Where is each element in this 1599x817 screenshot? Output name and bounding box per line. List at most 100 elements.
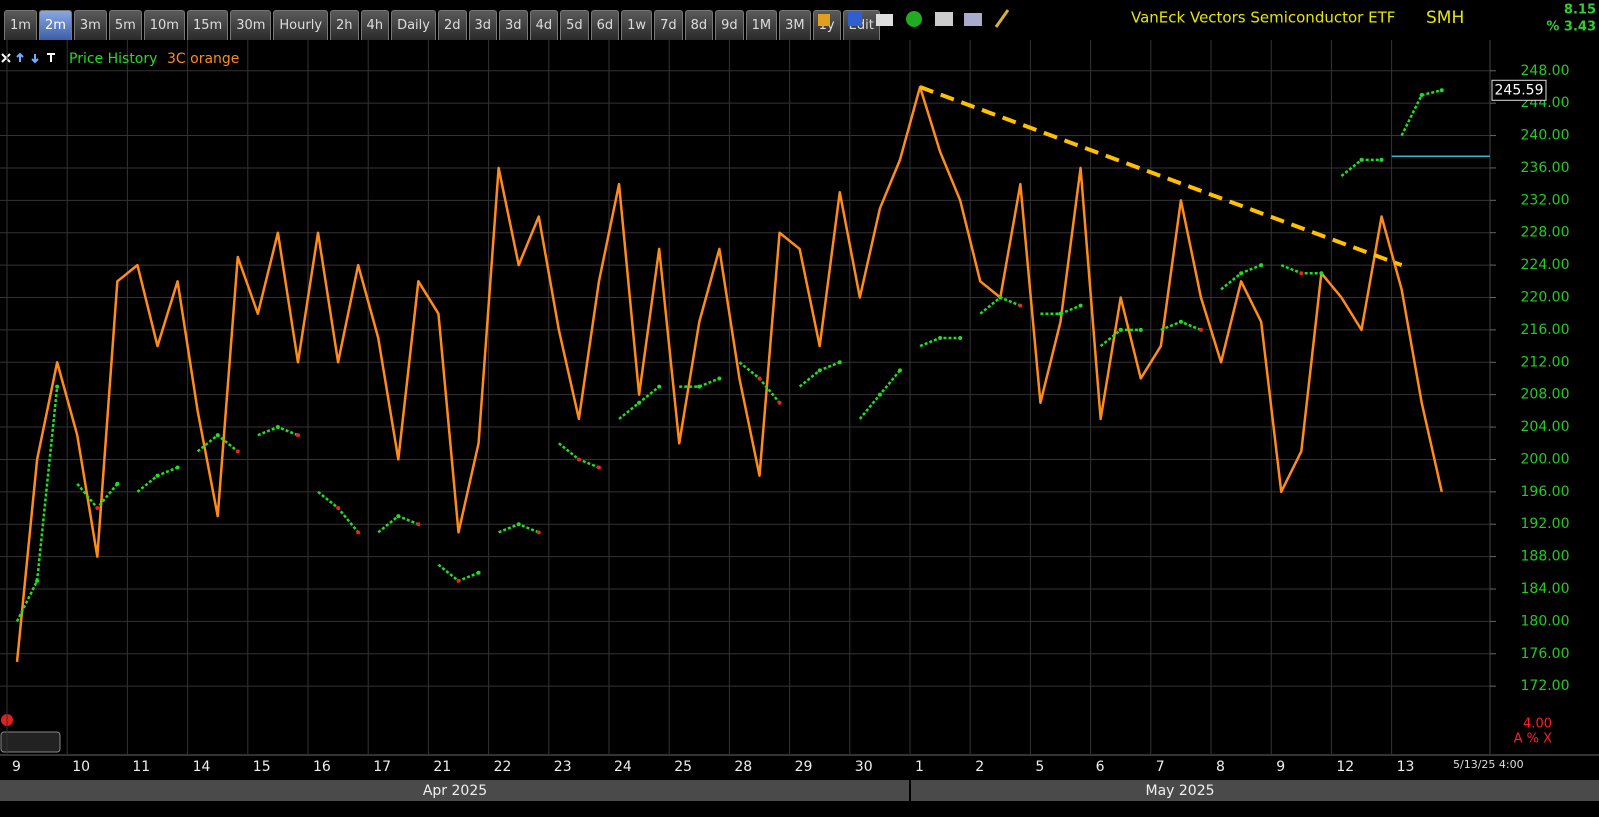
- timeframe-button[interactable]: Hourly: [273, 10, 329, 40]
- price-tick: [155, 473, 160, 478]
- timeframe-button[interactable]: 1w: [621, 10, 653, 40]
- legend-label: Price History: [69, 51, 157, 67]
- close-icon[interactable]: [1, 53, 11, 63]
- down-icon[interactable]: [31, 54, 39, 64]
- timeframe-button[interactable]: 4d: [529, 10, 559, 40]
- x-tick-label: 2: [975, 759, 984, 775]
- x-tick-label: 7: [1156, 759, 1165, 775]
- legend-label: 3C orange: [167, 51, 239, 67]
- price-tick: [837, 360, 842, 365]
- price-tick: [456, 578, 461, 583]
- timeframe-button[interactable]: Daily: [391, 10, 436, 40]
- x-tick-label: 15: [253, 759, 271, 775]
- y-tick-label: 212.00: [1521, 354, 1570, 370]
- trendline: [919, 85, 1403, 267]
- price-tick: [275, 425, 280, 430]
- y-tick-label: 196.00: [1521, 484, 1570, 500]
- footer-controls[interactable]: A % X: [1514, 732, 1553, 747]
- up-icon[interactable]: [16, 52, 24, 62]
- price-tick: [717, 376, 722, 381]
- price-tick: [55, 384, 60, 389]
- price-tick: [416, 522, 421, 527]
- price-tick: [1319, 271, 1324, 276]
- timeframe-button[interactable]: 15m: [186, 10, 229, 40]
- pencil-icon[interactable]: [994, 9, 1010, 28]
- x-tick-label: 30: [855, 759, 873, 775]
- x-tick-label: 25: [674, 759, 692, 775]
- price-tick: [1018, 303, 1023, 308]
- price-tick: [1198, 327, 1203, 332]
- timeframe-button[interactable]: 4h: [360, 10, 390, 40]
- timeframe-button[interactable]: 1M: [745, 10, 778, 40]
- toolbar-icons[interactable]: [818, 9, 1010, 28]
- timeframe-button[interactable]: 8d: [684, 10, 714, 40]
- timeframe-button[interactable]: 7d: [654, 10, 683, 40]
- x-tick-label: 17: [373, 759, 391, 775]
- timeframe-button[interactable]: 2m: [38, 10, 72, 40]
- price-tick: [897, 368, 902, 373]
- price-tick: [596, 465, 601, 470]
- x-tick-label: 9: [1276, 759, 1285, 775]
- x-tick-label: 29: [795, 759, 813, 775]
- price-tick: [476, 570, 481, 575]
- symbol: SMH: [1426, 8, 1464, 28]
- y-tick-label: 232.00: [1521, 192, 1570, 208]
- x-tick-label: 28: [734, 759, 752, 775]
- legend-icons[interactable]: [1, 52, 55, 64]
- print-icon[interactable]: [935, 12, 953, 26]
- price-tick: [95, 506, 100, 511]
- timeframe-button[interactable]: 2d: [437, 10, 467, 40]
- timeframe-button[interactable]: 3M: [779, 10, 811, 40]
- price-tick: [576, 457, 581, 462]
- table-icon[interactable]: [964, 13, 982, 26]
- price-tick: [175, 465, 180, 470]
- y-tick-label: 200.00: [1521, 451, 1570, 467]
- timeframe-button[interactable]: 10m: [143, 10, 185, 40]
- price-tick: [938, 335, 943, 340]
- change-percent: % 3.43: [1546, 20, 1596, 35]
- x-tick-label: 6: [1096, 759, 1105, 775]
- price-tick: [1058, 311, 1063, 316]
- price-tick: [637, 400, 642, 405]
- y-tick-label: 176.00: [1521, 646, 1570, 662]
- x-tick-label: 16: [313, 759, 331, 775]
- timeframe-button[interactable]: 9d: [715, 10, 744, 40]
- price-tick: [1419, 93, 1424, 98]
- last-price-label: 245.59: [1495, 82, 1544, 98]
- price-tick: [1359, 157, 1364, 162]
- y-tick-label: 192.00: [1521, 516, 1570, 532]
- price-tick: [336, 506, 341, 511]
- timeframe-button[interactable]: 30m: [230, 10, 272, 40]
- timeframe-button[interactable]: 3d: [499, 10, 528, 40]
- month-strip: [0, 780, 1599, 801]
- month-label: May 2025: [1145, 783, 1214, 799]
- x-tick-label: 1: [915, 759, 924, 775]
- timeframe-button[interactable]: 3m: [73, 10, 107, 40]
- x-tick-label: 21: [433, 759, 451, 775]
- timeframe-button[interactable]: 3d: [468, 10, 498, 40]
- y-tick-label: 216.00: [1521, 322, 1570, 338]
- mail-icon[interactable]: [876, 14, 893, 26]
- price-tick: [697, 384, 702, 389]
- timeframe-button[interactable]: 6d: [590, 10, 620, 40]
- price-tick: [877, 392, 882, 397]
- y-tick-label: 204.00: [1521, 419, 1570, 435]
- price-axis: [1490, 40, 1599, 755]
- price-tick: [115, 481, 120, 486]
- timeframe-button[interactable]: 2h: [330, 10, 359, 40]
- draw-tool-button[interactable]: [0, 731, 61, 753]
- pin-icon[interactable]: [47, 53, 55, 62]
- x-tick-label: 10: [72, 759, 90, 775]
- price-tick: [516, 522, 521, 527]
- timeframe-button[interactable]: 1m: [4, 10, 37, 40]
- save-icon[interactable]: [848, 11, 862, 26]
- dollar-icon[interactable]: [906, 11, 922, 27]
- timeframe-button[interactable]: 5d: [560, 10, 589, 40]
- x-tick-label: 9: [12, 759, 21, 775]
- lock-icon[interactable]: [818, 14, 830, 26]
- price-tick: [1178, 319, 1183, 324]
- x-tick-label: 14: [193, 759, 211, 775]
- timeframe-button[interactable]: 5m: [108, 10, 142, 40]
- x-tick-label: 13: [1397, 759, 1415, 775]
